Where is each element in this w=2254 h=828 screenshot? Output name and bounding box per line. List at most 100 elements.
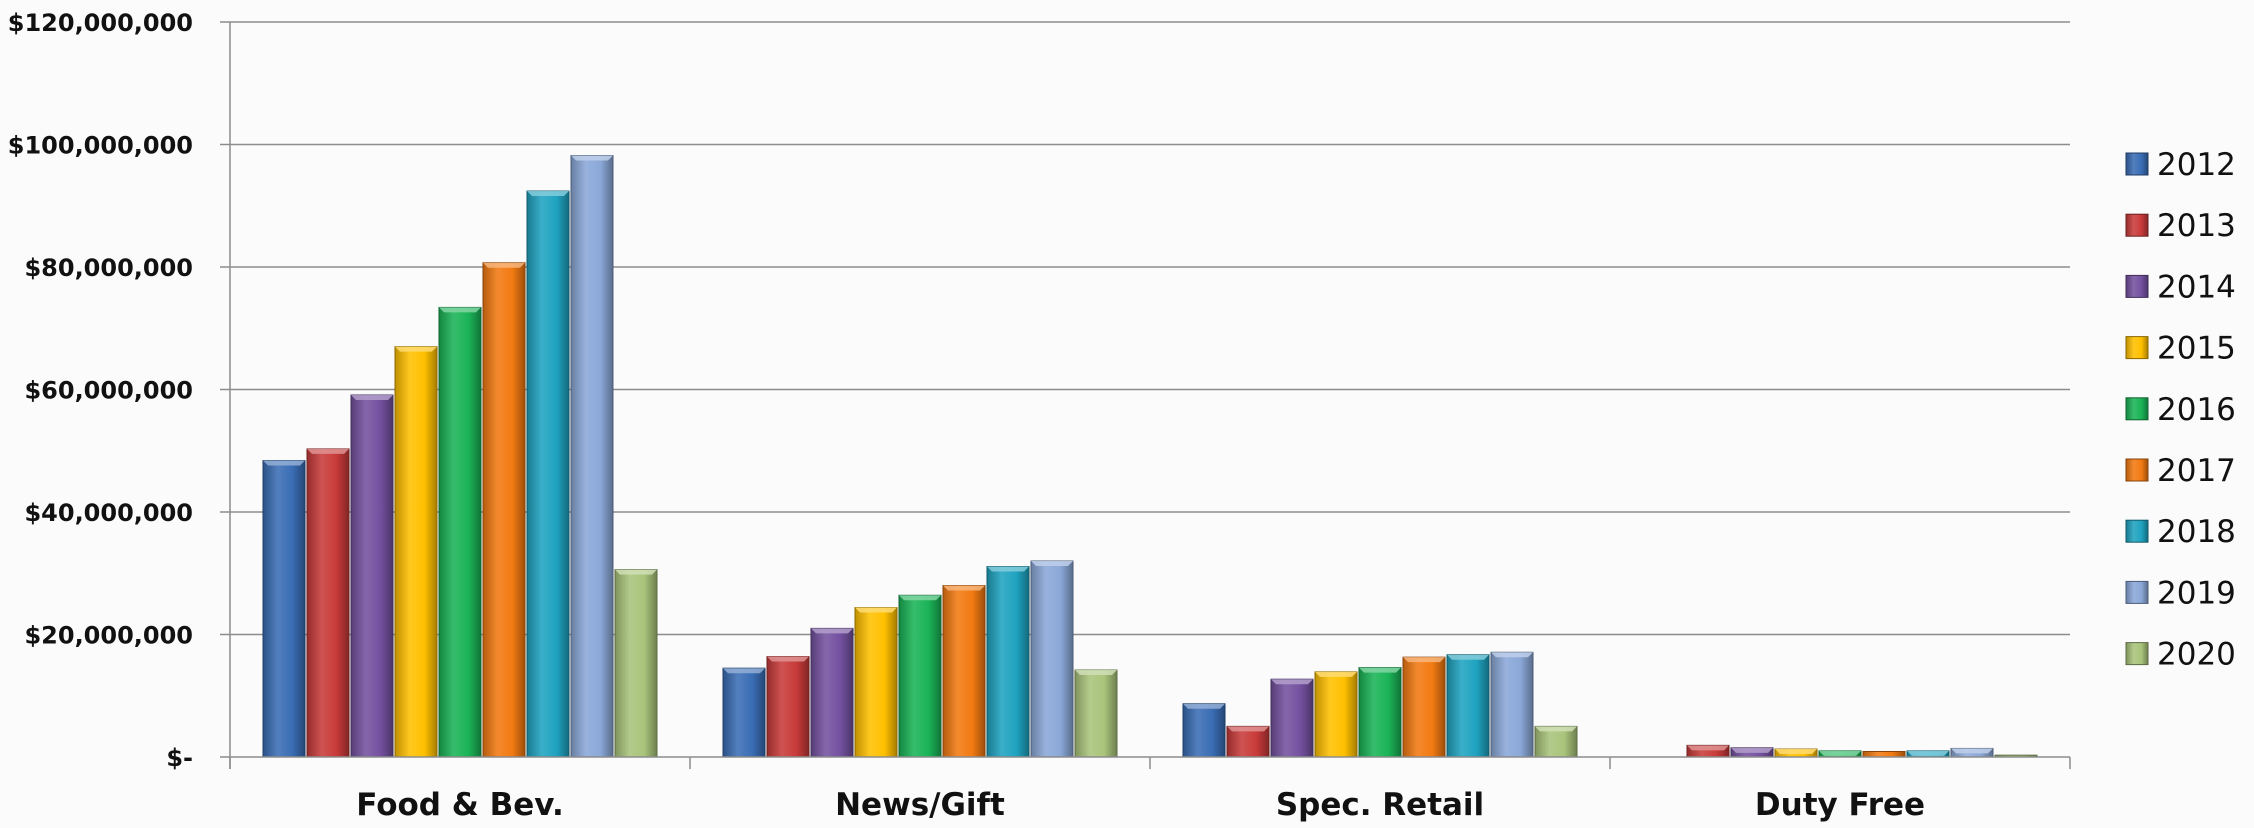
bar-body [942, 585, 986, 758]
legend-label: 2020 [2157, 637, 2236, 673]
bar [942, 585, 986, 758]
legend-item: 2019 [2125, 575, 2236, 611]
bar-bevel [1819, 750, 1861, 756]
bar [766, 656, 810, 758]
bar-body [854, 607, 898, 758]
bar [438, 306, 482, 758]
bar [350, 394, 394, 758]
bar [1534, 725, 1578, 758]
bar-bevel [1359, 667, 1401, 673]
bar [1314, 671, 1358, 758]
bar [394, 346, 438, 758]
bar-bevel [395, 346, 437, 352]
bar-body [394, 346, 438, 758]
bar [1446, 654, 1490, 758]
bar [1402, 656, 1446, 758]
legend-label: 2016 [2157, 392, 2236, 428]
bar-bevel [1227, 726, 1269, 732]
x-tick-label: Duty Free [1755, 787, 1925, 823]
legend-label: 2012 [2157, 147, 2236, 183]
x-tick-label: Food & Bev. [356, 787, 563, 823]
bar-body [1862, 750, 1906, 758]
bar-body [1358, 667, 1402, 758]
legend-swatch [2125, 519, 2149, 543]
bar-body [766, 656, 810, 758]
legend-item: 2015 [2125, 331, 2236, 367]
bar [482, 262, 526, 758]
legend-swatch [2125, 458, 2149, 482]
bar-body [1074, 669, 1118, 758]
bar-bevel [527, 191, 569, 197]
y-tick-label: $40,000,000 [24, 499, 193, 527]
bar-bevel [1315, 671, 1357, 677]
legend-label: 2015 [2157, 331, 2236, 367]
legend-item: 2016 [2125, 392, 2236, 428]
bar-bevel [1951, 748, 1993, 754]
bar [262, 460, 306, 758]
bar-body [898, 594, 942, 758]
legend-item: 2020 [2125, 637, 2236, 673]
bar [810, 627, 854, 758]
bar [1906, 750, 1950, 758]
bar [570, 155, 614, 758]
bar-bevel [439, 307, 481, 313]
legend-item: 2013 [2125, 208, 2236, 244]
bar-bevel [1075, 670, 1117, 676]
bar [1730, 747, 1774, 758]
bar-body [262, 460, 306, 758]
bar-bevel [1907, 750, 1949, 756]
legend-swatch [2125, 152, 2149, 176]
bar-bevel [1535, 726, 1577, 732]
y-axis: $- $20,000,000 $40,000,000 $60,000,000 $80,0… [8, 9, 231, 772]
y-tick-label: $20,000,000 [24, 622, 193, 650]
bar-body [1182, 703, 1226, 758]
y-tick-label: $80,000,000 [24, 254, 193, 282]
legend-label: 2017 [2157, 453, 2236, 489]
y-tick-label: $60,000,000 [24, 377, 193, 405]
bar-body [350, 394, 394, 758]
bar-bevel [943, 585, 985, 591]
bar-body [810, 627, 854, 758]
bar [614, 569, 658, 758]
bar [306, 448, 350, 758]
bar-bevel [987, 566, 1029, 572]
legend-swatch [2125, 397, 2149, 421]
bar-body [986, 566, 1030, 758]
bar-bevel [1775, 749, 1817, 755]
bar-bevel [855, 607, 897, 613]
bar [1182, 703, 1226, 758]
y-tick-label: $- [166, 744, 193, 772]
bar-bevel [1183, 703, 1225, 709]
bar-bevel [1731, 747, 1773, 753]
bar-body [1030, 560, 1074, 758]
bar-bevel [723, 668, 765, 674]
bar [1226, 725, 1270, 758]
bar [898, 594, 942, 758]
bar-body [722, 667, 766, 758]
bar [854, 607, 898, 758]
legend-label: 2013 [2157, 208, 2236, 244]
bar-body [306, 448, 350, 758]
bar-bevel [899, 595, 941, 601]
bar-bevel [571, 155, 613, 161]
bar-bevel [767, 656, 809, 662]
bar [722, 667, 766, 758]
bar-body [1314, 671, 1358, 758]
legend-swatch [2125, 580, 2149, 604]
x-axis: Food & Bev. News/Gift Spec. Retail Duty Fre… [229, 756, 2071, 823]
bar [986, 566, 1030, 758]
legend-item: 2018 [2125, 514, 2236, 550]
bar [1074, 669, 1118, 758]
bar-body [1270, 678, 1314, 758]
bar [1358, 667, 1402, 758]
bar-body [438, 306, 482, 758]
y-tick-label: $100,000,000 [8, 132, 193, 160]
bar-bevel [615, 569, 657, 575]
bar-bevel [1687, 745, 1729, 751]
bar [1490, 651, 1534, 758]
bar [526, 190, 570, 758]
bar [1862, 750, 1906, 758]
bar-bevel [811, 628, 853, 634]
bar-bevel [263, 460, 305, 466]
bar-body [614, 569, 658, 758]
